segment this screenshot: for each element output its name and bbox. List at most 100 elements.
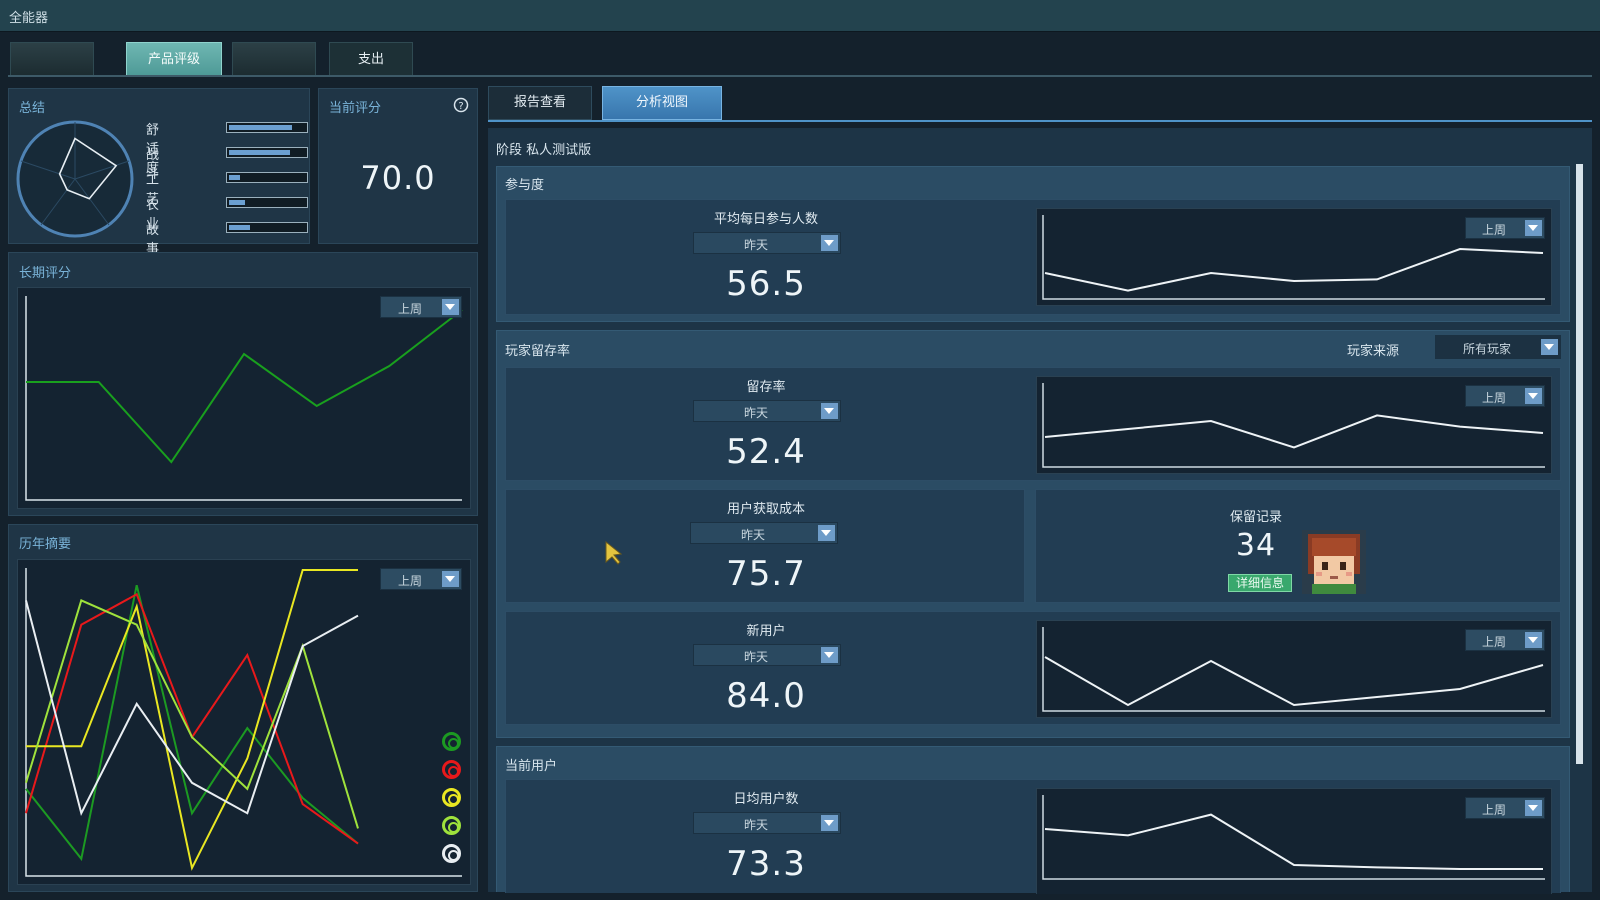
- legend-toggle-icon[interactable]: [442, 732, 461, 751]
- details-button[interactable]: 详细信息: [1228, 574, 1292, 592]
- dropdown-label: 上周: [1481, 635, 1506, 649]
- chevron-down-icon: [821, 647, 838, 663]
- history-multi-line-chart: [25, 568, 462, 877]
- legend-toggle-icon[interactable]: [442, 788, 461, 807]
- new-users-chart-dropdown[interactable]: 上周: [1465, 629, 1545, 651]
- engagement-chart-dropdown[interactable]: 上周: [1465, 217, 1545, 239]
- chevron-down-icon: [821, 403, 838, 419]
- retention-rate-plot: 上周: [1036, 376, 1552, 474]
- chevron-down-icon: [818, 525, 835, 541]
- summary-bar-track: [226, 222, 308, 233]
- legend-toggle-icon[interactable]: [442, 844, 461, 863]
- chevron-down-icon: [821, 815, 838, 831]
- current-users-section: 当前用户 日均用户数 昨天 73.3 上周: [496, 746, 1570, 894]
- window-title: 全能器: [9, 11, 49, 26]
- history-series-line: [25, 584, 359, 862]
- radar-shape: [58, 137, 118, 200]
- current-users-title: 当前用户: [505, 759, 558, 774]
- chevron-down-icon: [1525, 632, 1542, 648]
- acquisition-period-dropdown[interactable]: 昨天: [690, 522, 838, 544]
- right-tab-underline: [488, 120, 1592, 122]
- summary-bar-label: 农业: [146, 198, 160, 232]
- current-score-title: 当前评分: [329, 101, 382, 116]
- retention-rate-chart-dropdown[interactable]: 上周: [1465, 385, 1545, 407]
- current-score-panel: 当前评分 ? 70.0: [318, 88, 478, 244]
- legend-toggle-icon[interactable]: [442, 816, 461, 835]
- summary-bar-fill: [229, 150, 290, 155]
- radar-chart: [16, 120, 134, 238]
- player-avatar: [1302, 530, 1366, 594]
- engagement-period-dropdown[interactable]: 昨天: [693, 232, 841, 254]
- history-series-line: [26, 569, 358, 871]
- retention-records-value: 34: [1235, 528, 1277, 563]
- new-users-period-dropdown[interactable]: 昨天: [693, 644, 841, 666]
- engagement-metric-label: 平均每日参与人数: [713, 212, 818, 227]
- top-tab-1[interactable]: [10, 42, 94, 76]
- dropdown-label: 昨天: [743, 406, 768, 420]
- daily-users-label: 日均用户数: [733, 792, 799, 807]
- retention-rate-period-dropdown[interactable]: 昨天: [693, 400, 841, 422]
- retention-title: 玩家留存率: [505, 344, 571, 359]
- chevron-down-icon: [1541, 339, 1558, 355]
- summary-bar-fill: [229, 200, 245, 205]
- chevron-down-icon: [821, 235, 838, 251]
- top-tab-bar: 产品评级 支出: [0, 32, 1600, 82]
- top-tab-product-rating[interactable]: 产品评级: [126, 42, 222, 76]
- engagement-line-chart: [1042, 215, 1545, 300]
- new-users-plot: 上周: [1036, 620, 1552, 718]
- chart-axis: [1042, 383, 1545, 468]
- player-source-dropdown[interactable]: 所有玩家: [1435, 335, 1561, 359]
- chart-axis: [25, 568, 462, 877]
- sparkline-series-line: [1044, 414, 1544, 449]
- chevron-down-icon: [1525, 388, 1542, 404]
- stage-indicator: 阶段 私人测试版: [496, 139, 591, 158]
- chevron-down-icon: [1525, 800, 1542, 816]
- chevron-down-icon: [1525, 220, 1542, 236]
- history-series-line: [25, 600, 359, 817]
- daily-users-chart-dropdown[interactable]: 上周: [1465, 797, 1545, 819]
- mouse-cursor-icon: [605, 540, 622, 565]
- sparkline-series-line: [1044, 656, 1544, 707]
- long-term-period-dropdown[interactable]: 上周: [380, 296, 462, 318]
- long-term-panel: 长期评分 上周: [8, 252, 478, 516]
- history-panel: 历年摘要 上周: [8, 524, 478, 892]
- dropdown-label: 昨天: [743, 818, 768, 832]
- summary-title: 总结: [19, 101, 46, 116]
- dropdown-label: 昨天: [743, 238, 768, 252]
- analysis-scrollbar[interactable]: [1576, 164, 1583, 764]
- sparkline-series-line: [1044, 247, 1544, 292]
- daily-users-value: 73.3: [726, 844, 806, 884]
- new-users-value: 84.0: [726, 676, 806, 716]
- top-tab-expenses[interactable]: 支出: [329, 42, 413, 76]
- help-icon[interactable]: ?: [453, 97, 469, 113]
- new-users-label: 新用户: [746, 624, 786, 639]
- tab-analysis-view[interactable]: 分析视图: [602, 86, 722, 120]
- dropdown-label: 上周: [397, 302, 422, 316]
- long-term-title: 长期评分: [19, 266, 72, 281]
- daily-users-period-dropdown[interactable]: 昨天: [693, 812, 841, 834]
- new-users-card: 新用户 昨天 84.0 上周: [505, 611, 1561, 725]
- summary-bar-fill: [229, 175, 240, 180]
- acquisition-cost-card: 用户获取成本 昨天 75.7: [505, 489, 1025, 603]
- retention-rate-card: 留存率 昨天 52.4 上周: [505, 367, 1561, 481]
- top-tab-3[interactable]: [232, 42, 316, 76]
- chevron-down-icon: [442, 571, 459, 587]
- long-term-line-chart: [25, 296, 463, 501]
- summary-bar-fill: [229, 125, 292, 130]
- long-term-series-line: [26, 309, 463, 464]
- engagement-section: 参与度 平均每日参与人数 昨天 56.5 上周: [496, 166, 1570, 322]
- daily-users-plot: 上周: [1036, 788, 1552, 894]
- stage-value: 私人测试版: [526, 143, 592, 158]
- dropdown-label: 上周: [397, 574, 422, 588]
- history-period-dropdown[interactable]: 上周: [380, 568, 462, 590]
- tab-report-view[interactable]: 报告查看: [488, 86, 592, 120]
- summary-bar-track: [226, 147, 308, 158]
- engagement-value: 56.5: [726, 264, 806, 304]
- svg-text:?: ?: [458, 101, 463, 112]
- legend-toggle-icon[interactable]: [442, 760, 461, 779]
- dropdown-label: 所有玩家: [1462, 342, 1511, 356]
- top-tab-underline: [8, 75, 1592, 77]
- chart-axis: [1042, 795, 1545, 880]
- summary-bar-track: [226, 197, 308, 208]
- summary-bar-fill: [229, 225, 250, 230]
